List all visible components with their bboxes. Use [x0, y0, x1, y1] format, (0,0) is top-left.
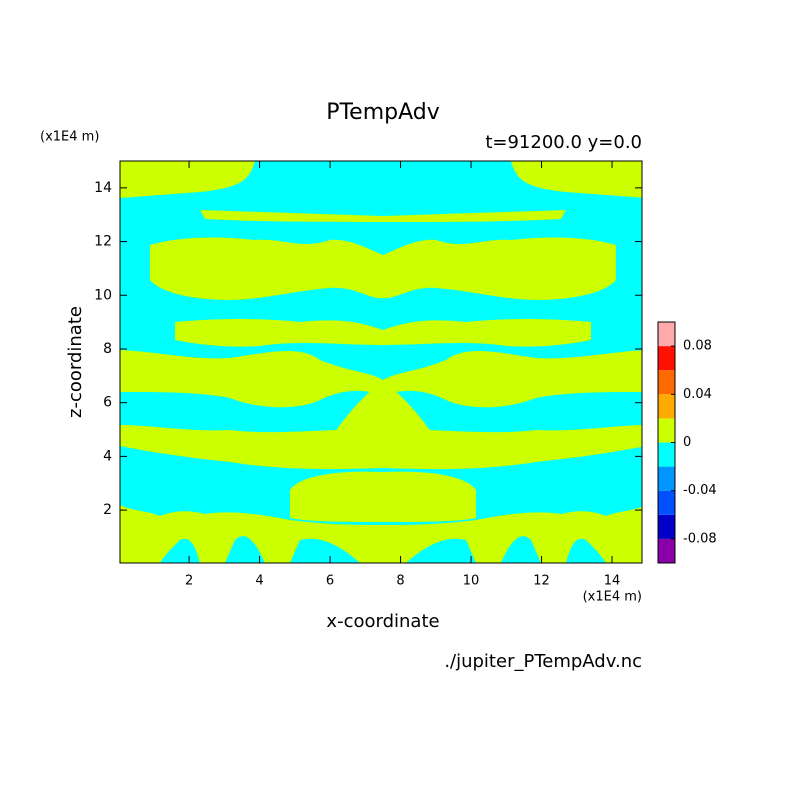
colorbar-segment: [658, 346, 675, 371]
source-label: ./jupiter_PTempAdv.nc: [444, 651, 642, 672]
contour-region: [383, 380, 436, 440]
contour-region: [120, 505, 383, 563]
colorbar-tick-label: 0: [683, 435, 691, 450]
colorbar-segment: [658, 514, 675, 539]
colorbar-segment: [658, 370, 675, 395]
y-tick-label: 4: [103, 448, 112, 464]
contour-region: [383, 350, 642, 408]
contour-region: [120, 161, 255, 198]
y-tick-label: 12: [94, 234, 112, 250]
contour-field: [120, 161, 642, 563]
contour-region: [150, 237, 383, 300]
chart-subtitle: t=91200.0 y=0.0: [485, 132, 642, 153]
x-tick-label: 14: [604, 574, 621, 589]
y-axis-label: z-coordinate: [65, 306, 86, 418]
contour-region: [383, 210, 566, 222]
axes: 2 4 6 8 10 12 14 2 4 6 8 10 12 14: [94, 161, 642, 589]
contour-region: [120, 425, 383, 470]
x-unit: (x1E4 m): [583, 590, 642, 605]
contour-region: [383, 471, 476, 522]
y-unit: (x1E4 m): [40, 130, 99, 145]
y-tick-label: 6: [103, 395, 112, 411]
contour-region: [200, 210, 383, 222]
y-tick-label: 10: [94, 287, 112, 303]
colorbar-tick-label: -0.08: [683, 531, 717, 546]
chart-title: PTempAdv: [326, 100, 440, 125]
contour-region: [330, 380, 383, 440]
x-tick-label: 10: [463, 574, 480, 589]
contour-region: [511, 161, 642, 198]
contour-region: [383, 506, 642, 563]
colorbar-tick-label: -0.04: [683, 483, 717, 498]
x-tick-label: 8: [396, 574, 404, 589]
contour-region: [383, 319, 591, 347]
colorbar-segment: [658, 466, 675, 491]
x-tick-label: 2: [185, 574, 193, 589]
colorbar-tick-label: 0.08: [683, 339, 712, 354]
contour-region: [383, 237, 616, 300]
colorbar-segment: [658, 442, 675, 467]
plot-frame: [119, 160, 643, 564]
colorbar-segment: [658, 538, 675, 563]
colorbar: -0.08 -0.04 0 0.04 0.08: [657, 321, 717, 564]
contour-region: [383, 425, 642, 470]
x-tick-label: 4: [255, 574, 263, 589]
contour-region: [175, 319, 383, 347]
y-tick-label: 8: [103, 341, 112, 357]
x-tick-label: 6: [326, 574, 334, 589]
y-tick-label: 14: [94, 180, 112, 196]
x-tick-label: 12: [533, 574, 550, 589]
colorbar-tick-label: 0.04: [683, 387, 712, 402]
colorbar-segment: [658, 418, 675, 443]
y-tick-label: 2: [103, 502, 112, 518]
contour-region: [290, 471, 383, 522]
colorbar-segment: [658, 394, 675, 419]
x-axis-label: x-coordinate: [326, 611, 439, 632]
contour-region: [120, 350, 383, 408]
colorbar-segment: [658, 490, 675, 515]
colorbar-segment: [658, 322, 675, 347]
